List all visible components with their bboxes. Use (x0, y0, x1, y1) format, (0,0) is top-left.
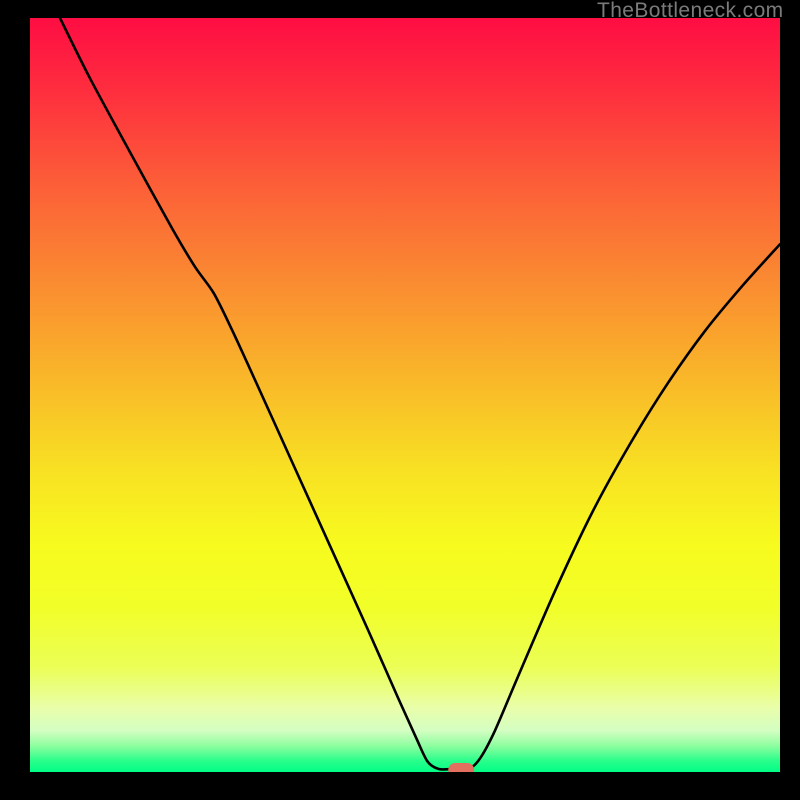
optimum-marker (448, 763, 474, 772)
gradient-chart-svg (30, 18, 780, 772)
gradient-background (30, 18, 780, 772)
chart-frame: TheBottleneck.com (0, 0, 800, 800)
plot-area (30, 18, 780, 772)
